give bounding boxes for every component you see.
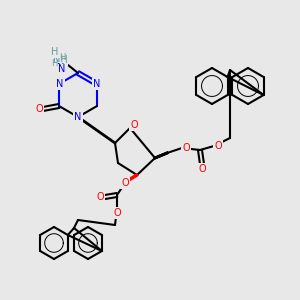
Text: O: O <box>113 208 121 218</box>
Text: O: O <box>130 120 138 130</box>
Text: N: N <box>57 63 65 73</box>
Text: O: O <box>214 141 222 151</box>
Text: H: H <box>51 47 59 57</box>
Text: O: O <box>96 192 104 202</box>
Text: O: O <box>35 104 43 114</box>
Text: O: O <box>198 164 206 174</box>
Text: N: N <box>93 79 101 89</box>
Text: N: N <box>58 64 66 74</box>
Text: N: N <box>74 112 82 122</box>
Text: NH: NH <box>52 55 68 65</box>
Text: O: O <box>182 143 190 153</box>
Text: O: O <box>121 178 129 188</box>
Text: N: N <box>56 79 64 89</box>
Text: H: H <box>59 52 65 62</box>
Text: H: H <box>51 59 57 68</box>
